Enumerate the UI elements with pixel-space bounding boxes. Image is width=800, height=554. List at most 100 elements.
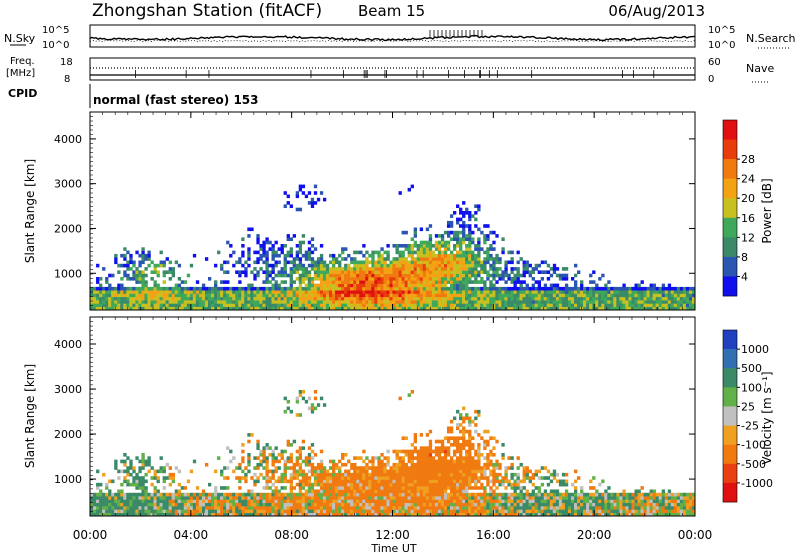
power-cell — [262, 247, 266, 251]
velocity-cell — [265, 499, 269, 504]
velocity-cell — [504, 492, 508, 497]
velocity-cell — [413, 489, 417, 494]
power-cell — [265, 263, 269, 268]
velocity-cell — [114, 502, 118, 507]
power-cell — [589, 303, 593, 307]
power-cell — [477, 306, 481, 311]
power-cell — [338, 303, 342, 307]
power-cell — [250, 296, 254, 301]
velocity-cell — [138, 512, 142, 517]
velocity-cell — [468, 419, 472, 424]
power-cell — [347, 293, 351, 298]
velocity-cell — [407, 449, 411, 454]
velocity-cell — [519, 506, 523, 510]
power-cell — [483, 286, 487, 291]
power-cell — [162, 273, 166, 278]
velocity-cell — [371, 502, 375, 507]
velocity-cell — [156, 489, 160, 494]
velocity-cell — [298, 446, 303, 450]
velocity-cell — [307, 496, 312, 500]
velocity-cell — [162, 496, 166, 500]
velocity-cell — [459, 462, 463, 467]
power-cell — [673, 296, 678, 301]
velocity-cell — [117, 502, 121, 507]
power-cell — [468, 257, 472, 261]
power-cell — [440, 277, 445, 281]
velocity-cell — [371, 456, 375, 460]
velocity-cell — [386, 482, 390, 487]
velocity-cell — [301, 496, 306, 500]
velocity-cell — [90, 499, 94, 504]
velocity-cell — [483, 502, 487, 507]
velocity-cell — [338, 502, 342, 507]
power-cell — [510, 300, 514, 304]
velocity-cell — [307, 506, 312, 510]
power-cell — [389, 280, 393, 284]
power-cell — [425, 293, 430, 298]
velocity-cell — [501, 443, 505, 447]
power-cell — [129, 253, 133, 258]
power-cell — [507, 306, 511, 311]
velocity-cell — [522, 496, 526, 500]
power-cell — [516, 267, 520, 271]
power-cell — [552, 283, 557, 288]
power-cell — [235, 260, 239, 265]
power-cell — [220, 296, 224, 301]
velocity-cell — [313, 469, 318, 474]
velocity-cell — [126, 479, 130, 484]
power-cell — [332, 270, 336, 274]
power-cell — [622, 303, 626, 307]
power-cell — [180, 303, 185, 307]
velocity-cell — [192, 506, 197, 510]
power-cell — [144, 293, 148, 298]
power-cell — [108, 283, 112, 288]
power-cell — [174, 300, 179, 304]
velocity-cell — [404, 506, 408, 510]
power-cell — [159, 250, 163, 255]
power-cell — [480, 300, 484, 304]
velocity-cell — [344, 452, 348, 457]
velocity-cell — [316, 479, 321, 484]
power-cell — [661, 306, 666, 311]
power-cell — [682, 306, 687, 311]
power-cell — [295, 250, 300, 255]
velocity-cell — [474, 409, 478, 414]
power-cell — [395, 296, 399, 301]
velocity-cell — [516, 499, 520, 504]
velocity-cell — [319, 396, 324, 401]
velocity-cell — [316, 403, 321, 407]
power-cell — [468, 224, 472, 228]
velocity-cell — [437, 452, 442, 457]
power-cell — [105, 303, 109, 307]
velocity-cell — [410, 456, 414, 460]
velocity-cell — [468, 496, 472, 500]
power-cell — [486, 277, 490, 281]
velocity-cell — [168, 502, 172, 507]
power-cell — [180, 286, 185, 291]
velocity-cell — [298, 469, 303, 474]
velocity-cell — [392, 506, 396, 510]
velocity-cell — [328, 499, 333, 504]
power-cell — [141, 247, 145, 251]
power-cell — [398, 253, 402, 258]
power-cell — [456, 237, 460, 241]
power-cell — [138, 270, 142, 274]
velocity-cell — [404, 512, 408, 517]
power-cell — [586, 296, 590, 301]
velocity-cell — [262, 459, 266, 464]
velocity-cell — [153, 502, 157, 507]
power-cell — [304, 303, 309, 307]
power-cell — [395, 273, 399, 278]
power-cell — [147, 263, 151, 268]
velocity-cell — [471, 512, 475, 517]
power-cell — [132, 296, 136, 301]
velocity-cell — [498, 496, 502, 500]
velocity-cell — [546, 492, 551, 497]
power-cell — [407, 277, 411, 281]
velocity-cell — [126, 469, 130, 474]
power-cell — [446, 240, 451, 245]
power-cell — [274, 273, 278, 278]
power-cell — [313, 306, 318, 311]
velocity-cell — [365, 486, 369, 490]
power-cell — [129, 260, 133, 265]
